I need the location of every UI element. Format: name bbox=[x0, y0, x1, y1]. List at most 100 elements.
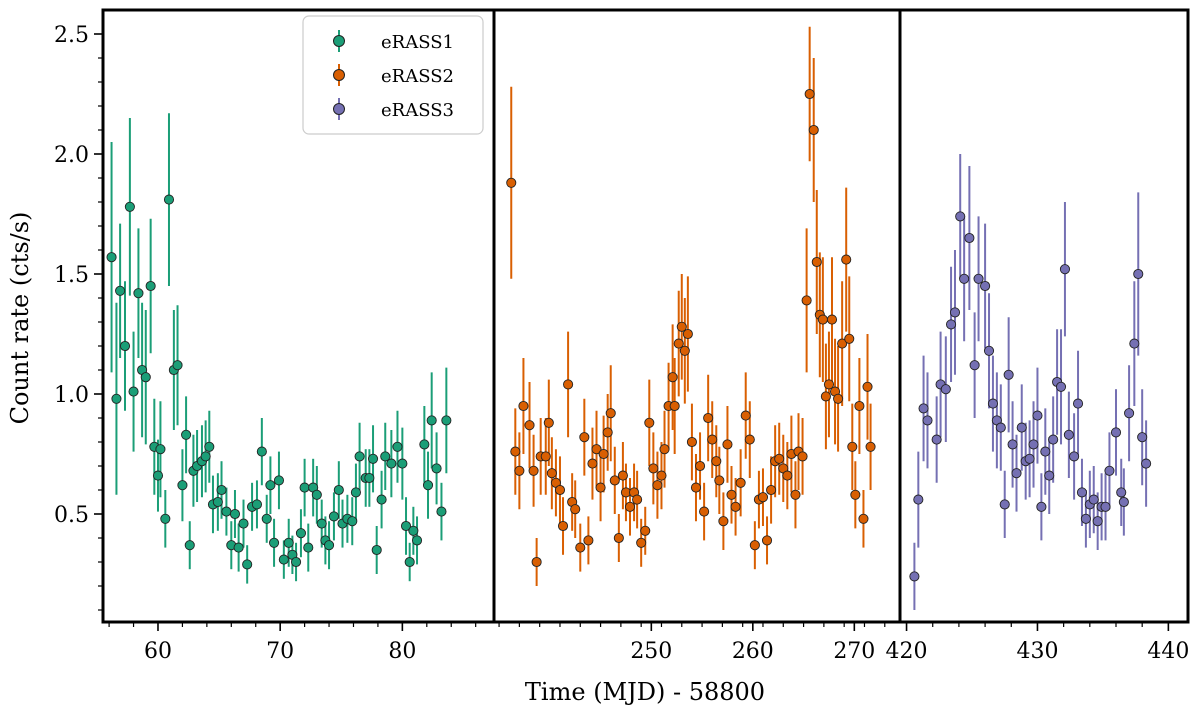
y-axis-label: Count rate (cts/s) bbox=[6, 212, 34, 425]
data-point bbox=[922, 415, 933, 426]
data-point bbox=[686, 436, 697, 448]
data-point bbox=[1069, 451, 1080, 462]
data-point bbox=[1011, 468, 1022, 479]
data-point bbox=[371, 544, 382, 556]
data-point bbox=[278, 554, 289, 565]
data-point bbox=[115, 285, 126, 296]
data-point bbox=[722, 439, 733, 450]
data-point bbox=[152, 470, 164, 481]
data-point bbox=[667, 372, 678, 383]
series-eRASS3 bbox=[909, 154, 1152, 610]
data-point bbox=[1100, 501, 1111, 512]
data-point bbox=[949, 307, 961, 318]
data-point bbox=[820, 391, 831, 402]
x-tick-label: 60 bbox=[144, 639, 172, 664]
data-point bbox=[703, 412, 714, 424]
data-point bbox=[397, 458, 408, 469]
data-point bbox=[200, 451, 211, 462]
data-point bbox=[514, 465, 525, 476]
y-tick-label: 2.0 bbox=[54, 143, 89, 168]
data-point bbox=[850, 489, 861, 500]
data-point bbox=[1059, 264, 1070, 275]
data-point bbox=[1110, 427, 1122, 438]
data-point bbox=[679, 345, 690, 356]
data-point bbox=[124, 201, 135, 212]
data-point bbox=[1141, 458, 1152, 469]
data-point bbox=[1124, 408, 1135, 419]
data-point bbox=[959, 273, 970, 284]
data-point bbox=[817, 314, 828, 325]
data-point bbox=[506, 177, 517, 188]
data-point bbox=[766, 484, 777, 496]
x-tick-label: 250 bbox=[630, 639, 672, 664]
data-point bbox=[636, 537, 647, 548]
data-point bbox=[969, 360, 980, 371]
data-point bbox=[711, 456, 722, 467]
data-point bbox=[1092, 516, 1103, 527]
data-point bbox=[909, 571, 920, 582]
data-point bbox=[172, 360, 183, 371]
x-tick-label: 430 bbox=[1016, 639, 1058, 664]
data-point bbox=[299, 482, 310, 493]
y-tick-label: 0.5 bbox=[54, 503, 89, 528]
data-point bbox=[858, 513, 869, 524]
data-point bbox=[242, 559, 253, 570]
data-point bbox=[204, 441, 215, 452]
data-point bbox=[291, 556, 302, 568]
data-point bbox=[1048, 434, 1059, 445]
data-point bbox=[1104, 465, 1115, 476]
data-point bbox=[261, 513, 272, 524]
data-point bbox=[528, 465, 539, 476]
data-point bbox=[1137, 432, 1148, 443]
data-point bbox=[730, 501, 741, 512]
data-point bbox=[295, 528, 306, 539]
data-point bbox=[718, 516, 729, 527]
data-point bbox=[591, 444, 602, 455]
data-point bbox=[531, 556, 542, 568]
data-point bbox=[669, 400, 680, 412]
data-point bbox=[221, 506, 232, 517]
data-point bbox=[652, 480, 663, 491]
data-point bbox=[659, 444, 670, 455]
data-point bbox=[801, 295, 812, 306]
data-point bbox=[690, 482, 702, 493]
data-point bbox=[862, 381, 873, 392]
data-point bbox=[328, 511, 339, 522]
data-point bbox=[431, 463, 442, 474]
data-point bbox=[617, 470, 628, 481]
data-point bbox=[160, 513, 171, 524]
data-point bbox=[837, 338, 848, 349]
data-point bbox=[946, 319, 957, 330]
data-point bbox=[354, 451, 365, 462]
data-point bbox=[256, 446, 267, 457]
data-point bbox=[735, 477, 746, 488]
data-point bbox=[265, 480, 276, 491]
data-point bbox=[367, 453, 379, 464]
data-point bbox=[386, 458, 397, 469]
data-point bbox=[761, 535, 773, 546]
legend-marker-3 bbox=[333, 103, 345, 115]
data-point bbox=[744, 434, 755, 445]
data-point bbox=[955, 211, 966, 222]
data-point bbox=[602, 427, 613, 438]
data-point bbox=[826, 314, 838, 325]
ticks-layer: 0.5 1.0 1.5 2.0 2.5 60 70 80 250 260 270 420 430 440 bbox=[54, 23, 1189, 664]
data-point bbox=[797, 451, 808, 462]
data-point bbox=[422, 480, 434, 491]
series-eRASS2 bbox=[506, 26, 876, 586]
data-point bbox=[699, 506, 710, 517]
data-point bbox=[510, 446, 521, 457]
frames-layer bbox=[101, 8, 1190, 624]
data-point bbox=[181, 429, 192, 440]
data-point bbox=[583, 535, 594, 546]
data-point bbox=[311, 489, 322, 500]
data-point bbox=[931, 434, 942, 445]
data-point bbox=[216, 484, 227, 496]
panel-frame-2 bbox=[492, 8, 902, 624]
data-point bbox=[694, 460, 706, 472]
data-point bbox=[1129, 338, 1140, 349]
data-point bbox=[913, 494, 924, 505]
data-point bbox=[546, 468, 557, 479]
data-point bbox=[128, 386, 139, 397]
